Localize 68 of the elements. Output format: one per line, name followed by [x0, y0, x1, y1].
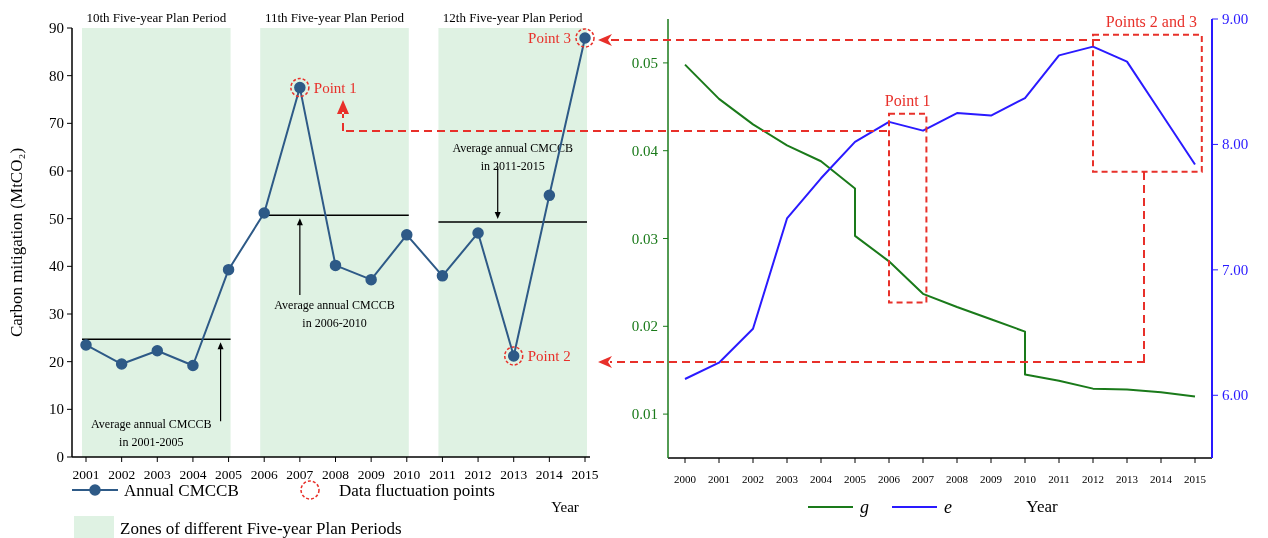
x-tick-label: 2010	[393, 467, 421, 482]
y-tick-label: 50	[49, 210, 64, 227]
x-tick-label: 2002	[108, 467, 136, 482]
y-tick-label: 90	[49, 20, 64, 36]
y-tick-label: 80	[49, 67, 64, 84]
x-tick-label: 2006	[878, 473, 901, 485]
y-tick-label: 40	[49, 258, 64, 275]
x-tick-label: 2014	[535, 467, 564, 482]
y-tick-label: 0	[56, 449, 64, 465]
x-tick-label: 2009	[357, 467, 385, 482]
legend-label: g	[860, 497, 869, 517]
x-tick-label: 2007	[912, 473, 935, 485]
x-tick-label: 2008	[322, 467, 350, 482]
x-tick-label: 2015	[571, 467, 599, 482]
x-tick-label: 2005	[844, 473, 867, 485]
legend-label: Annual CMCCB	[124, 481, 239, 500]
x-tick-label: 2004	[179, 467, 207, 482]
x-tick-label: 2010	[1014, 473, 1037, 485]
band-label: 10th Five-year Plan Period	[86, 10, 227, 25]
x-tick-label: 2012	[1082, 473, 1104, 485]
ref-line-label: Average annual CMCCB in 2001-2005	[91, 417, 212, 450]
y-tick-label: 0.02	[631, 318, 658, 335]
band-label: 11th Five-year Plan Period	[264, 10, 405, 25]
x-tick-label: 2009	[980, 473, 1003, 485]
x-tick-label: 2006	[250, 467, 278, 482]
legend-label: e	[944, 497, 952, 517]
ref-line-label: Average annual CMCCB in 2006-2010	[274, 298, 395, 331]
x-tick-label: 2005	[215, 467, 243, 482]
text: Zones of different Five-year Plan Periods	[120, 519, 402, 538]
y-tick-label: 0.03	[631, 230, 658, 247]
y-axis-title: Carbon mitigation (MtCO₂)	[7, 147, 26, 338]
y-tick-label: 0.05	[631, 54, 658, 71]
x-tick-label: 2000	[674, 473, 697, 485]
y-tick-label: 20	[49, 353, 64, 370]
y-tick-label: 10	[49, 401, 64, 418]
x-tick-label: 2015	[1184, 473, 1207, 485]
x-tick-label: 2012	[464, 467, 492, 482]
y2-tick-label: 6.00	[1222, 387, 1249, 404]
x-tick-label: 2013	[1116, 473, 1139, 485]
y2-tick-label: 9.00	[1222, 11, 1249, 27]
x-tick-label: 2013	[500, 467, 528, 482]
y-tick-label: 30	[49, 306, 64, 322]
x-tick-label: 2001	[708, 473, 730, 485]
x-tick-label: 2011	[1048, 473, 1070, 485]
x-tick-label: 2003	[143, 467, 172, 482]
y-tick-label: 60	[49, 163, 64, 179]
x-tick-label: 2004	[810, 473, 833, 485]
x-tick-label: 2011	[429, 467, 456, 482]
x-axis-title: Year	[551, 499, 579, 515]
annotation: Point 1	[313, 79, 357, 96]
x-tick-label: 2014	[1150, 473, 1173, 485]
x-tick-label: 2008	[946, 473, 969, 485]
y-tick-label: 0.04	[631, 142, 659, 159]
annotation: Point 2	[527, 347, 571, 364]
annotation: Points 2 and 3	[1105, 12, 1197, 30]
annotation: Point 1	[884, 91, 931, 109]
y-tick-label: 70	[49, 115, 64, 132]
band-label: 12th Five-year Plan Period	[442, 10, 584, 25]
annotation: Point 3	[528, 30, 571, 47]
x-tick-label: 2007	[286, 467, 314, 482]
x-axis-title: Year	[1026, 497, 1058, 516]
legend-label: Data fluctuation points	[339, 481, 495, 500]
y-tick-label: 0.01	[631, 406, 658, 423]
y2-tick-label: 8.00	[1222, 136, 1249, 153]
x-tick-label: 2003	[776, 473, 799, 485]
x-tick-label: 2002	[742, 473, 764, 485]
x-tick-label: 2001	[72, 467, 100, 482]
y2-tick-label: 7.00	[1222, 261, 1249, 278]
